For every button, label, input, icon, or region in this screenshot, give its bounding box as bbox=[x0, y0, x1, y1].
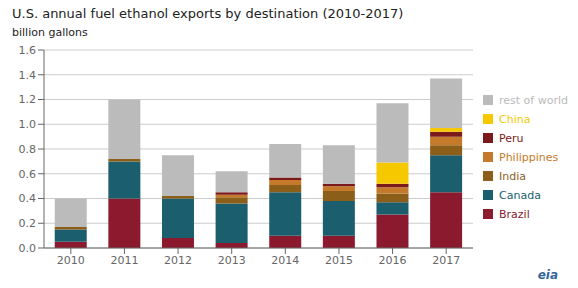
svg-text:2011: 2011 bbox=[110, 254, 138, 267]
svg-text:0.6: 0.6 bbox=[19, 168, 37, 181]
html-text:Brazil: Brazil bbox=[499, 207, 530, 221]
svg-text:1.2: 1.2 bbox=[19, 93, 37, 106]
html-text:eia: eia bbox=[537, 268, 558, 282]
svg-text:0.0: 0.0 bbox=[19, 242, 37, 255]
svg-text:2013: 2013 bbox=[218, 254, 246, 267]
html-text:Canada: Canada bbox=[499, 188, 541, 202]
svg-text:1.0: 1.0 bbox=[19, 118, 37, 131]
html-text:Peru: Peru bbox=[499, 131, 524, 145]
html-text:India: India bbox=[499, 169, 526, 183]
svg-text:2017: 2017 bbox=[432, 254, 460, 267]
svg-text:2016: 2016 bbox=[379, 254, 407, 267]
svg-text:0.4: 0.4 bbox=[19, 192, 37, 205]
svg-text:1.4: 1.4 bbox=[19, 69, 37, 82]
html-text:Philippines: Philippines bbox=[499, 150, 559, 164]
svg-text:0.8: 0.8 bbox=[19, 143, 37, 156]
html-text:rest of world: rest of world bbox=[499, 93, 568, 107]
svg-text:2014: 2014 bbox=[271, 254, 299, 267]
svg-text:1.6: 1.6 bbox=[19, 44, 37, 57]
svg-text:2012: 2012 bbox=[164, 254, 192, 267]
html-text:China: China bbox=[499, 112, 531, 126]
svg-text:2010: 2010 bbox=[57, 254, 85, 267]
svg-text:0.2: 0.2 bbox=[19, 217, 37, 230]
svg-text:2015: 2015 bbox=[325, 254, 353, 267]
html-text:U.S. annual fuel ethanol expor: U.S. annual fuel ethanol exports by dest… bbox=[12, 6, 404, 21]
html-text:billion gallons: billion gallons bbox=[12, 26, 88, 39]
